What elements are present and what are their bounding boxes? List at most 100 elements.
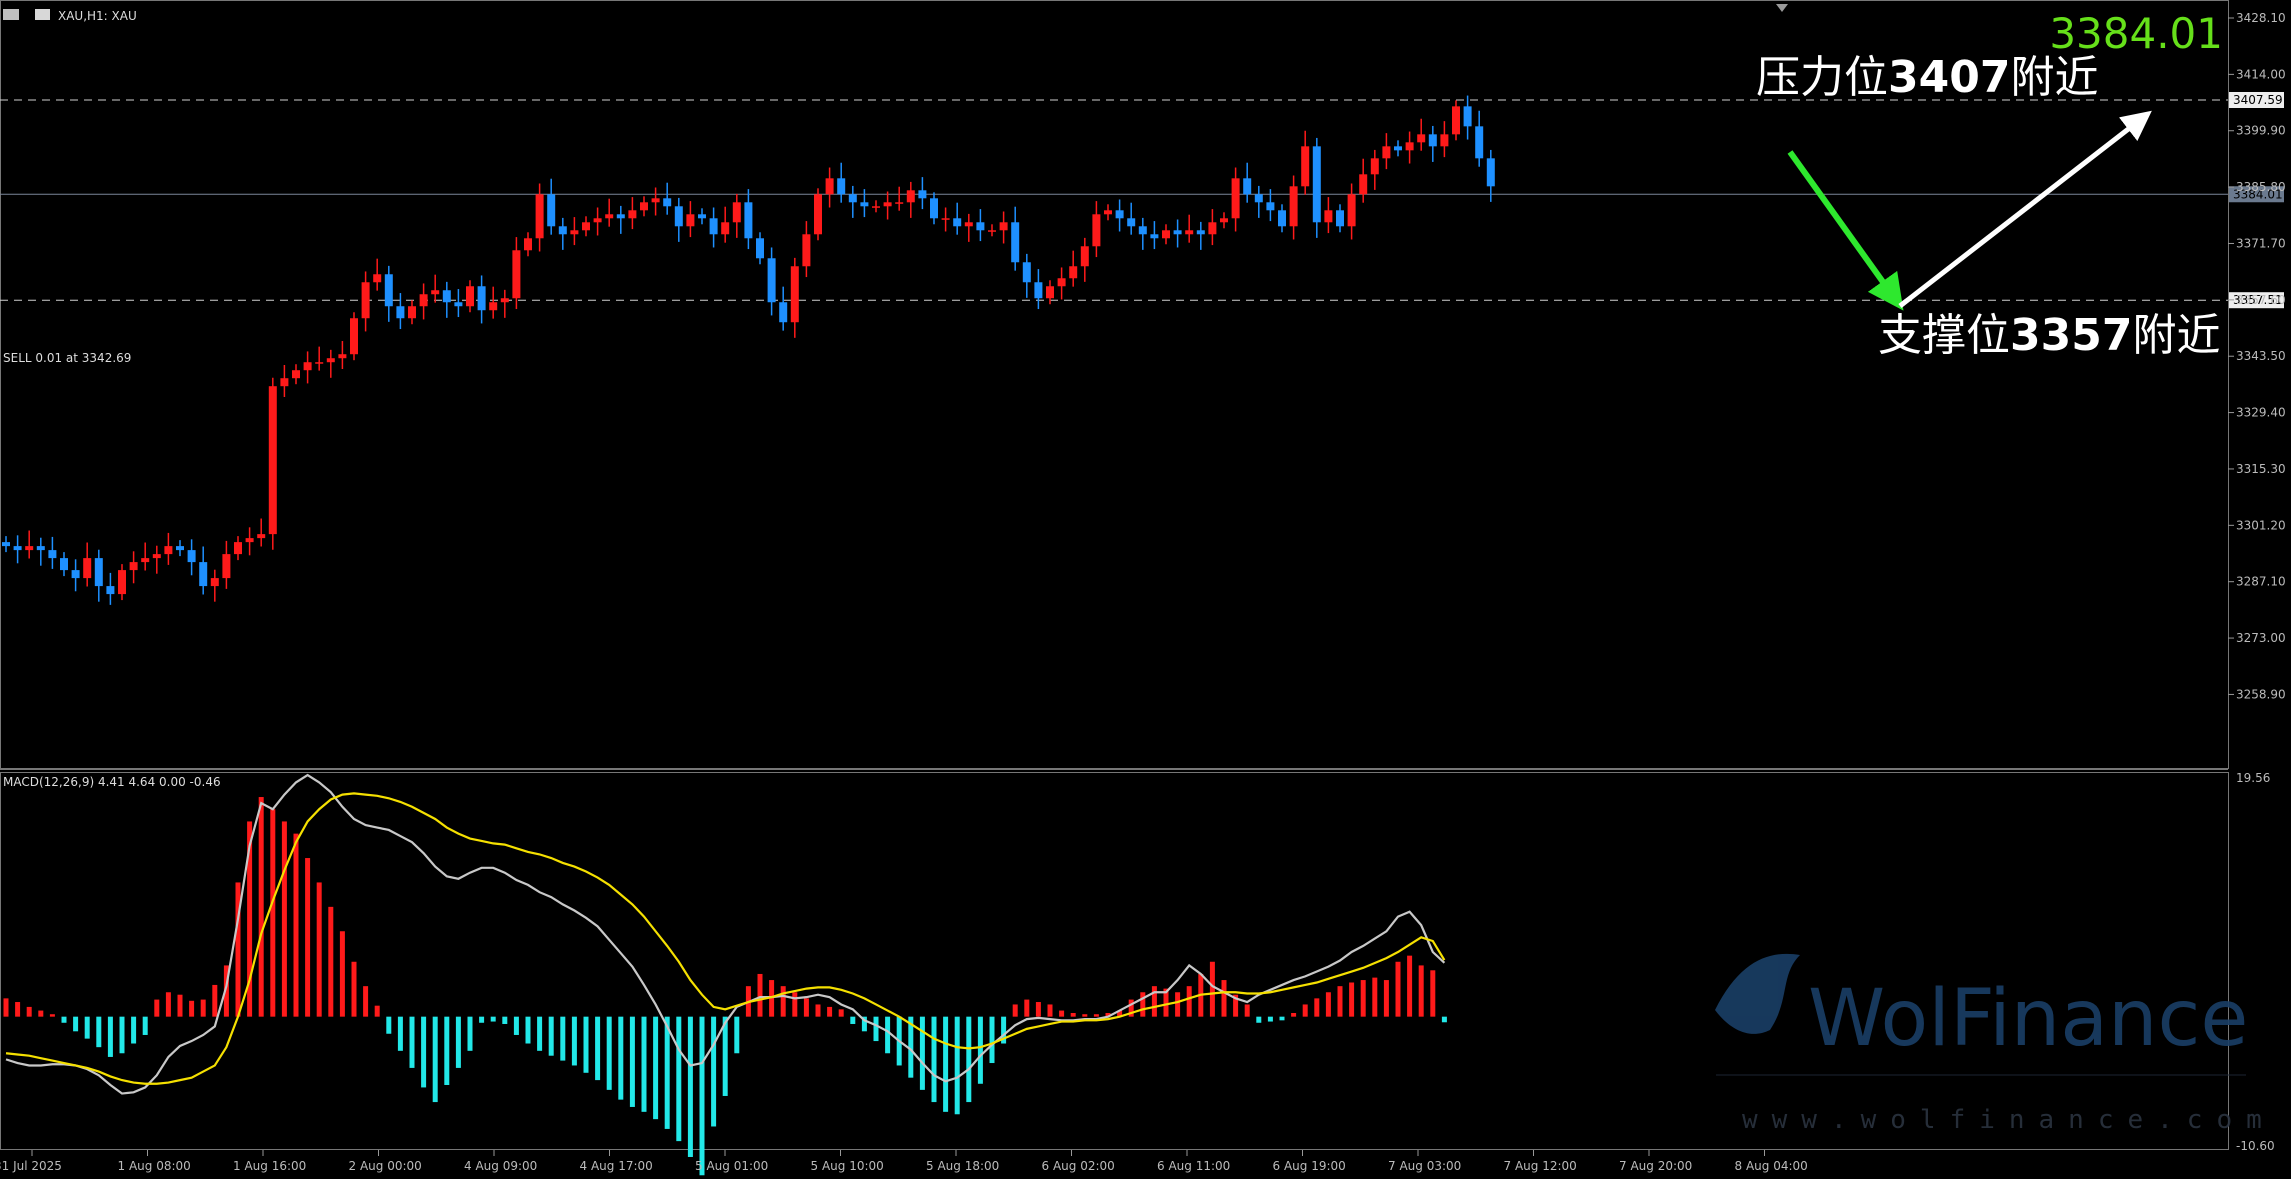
- macd-histogram-bar: [1349, 982, 1355, 1017]
- candle-body: [1428, 134, 1437, 147]
- wolf-logo-icon: [1715, 953, 1800, 1034]
- macd-histogram-bar: [629, 1016, 635, 1107]
- candle-body: [36, 546, 45, 551]
- candle-body: [1173, 230, 1182, 235]
- macd-histogram-bar: [618, 1016, 624, 1100]
- macd-histogram-bar: [316, 882, 322, 1017]
- macd-histogram-bar: [189, 1000, 195, 1017]
- candle-body: [640, 202, 648, 211]
- macd-histogram-bar: [154, 999, 160, 1017]
- candle-body: [1162, 230, 1170, 239]
- macd-histogram-bar: [444, 1016, 450, 1085]
- macd-histogram-bar: [861, 1016, 867, 1032]
- candle-body: [384, 274, 393, 307]
- candles: [2, 95, 1495, 605]
- resistance-suffix: 附近: [2010, 52, 2098, 103]
- candle-body: [767, 258, 776, 303]
- macd-histogram-bar: [1395, 961, 1401, 1017]
- candle-body: [1138, 226, 1147, 235]
- candle-body: [802, 234, 811, 267]
- candle-body: [628, 210, 637, 219]
- candle-body: [1208, 222, 1217, 235]
- macd-histogram-bar: [977, 1016, 983, 1084]
- candle-body: [326, 358, 335, 363]
- macd-histogram-bar: [1383, 980, 1389, 1017]
- macd-histogram-bar: [769, 980, 775, 1017]
- macd-histogram-bar: [235, 882, 241, 1017]
- macd-histogram-bar: [1209, 961, 1215, 1017]
- macd-histogram-bar: [293, 833, 299, 1017]
- candle-body: [1254, 194, 1263, 203]
- time-tick-label: 2 Aug 00:00: [349, 1159, 422, 1173]
- time-tick-label: 1 Aug 16:00: [233, 1159, 306, 1173]
- macd-histogram-bar: [1035, 1002, 1041, 1017]
- candle-body: [25, 546, 34, 551]
- candle-body: [373, 274, 382, 283]
- macd-histogram-bar: [26, 1006, 32, 1017]
- candle-body: [268, 386, 277, 535]
- candle-body: [118, 570, 126, 595]
- window-title: XAU,H1: XAU: [58, 9, 137, 23]
- price-tick-label: 3385.80: [2236, 180, 2286, 194]
- candle-body: [245, 538, 254, 543]
- candle-body: [48, 550, 57, 559]
- candle-body: [744, 202, 753, 239]
- time-tick-label: 4 Aug 09:00: [464, 1159, 537, 1173]
- macd-histogram-bar: [838, 1009, 844, 1017]
- price-tag: [2229, 292, 2284, 309]
- macd-histogram-bar: [885, 1016, 891, 1054]
- candle-body: [1486, 158, 1495, 187]
- candle-body: [848, 194, 857, 203]
- macd-histogram-bar: [49, 1014, 55, 1017]
- macd-histogram-bar: [873, 1016, 879, 1042]
- macd-histogram-bar: [513, 1016, 519, 1035]
- time-tick-label: 6 Aug 19:00: [1273, 1159, 1346, 1173]
- macd-histogram-bar: [653, 1016, 659, 1120]
- candle-body: [1243, 178, 1252, 195]
- macd-histogram-bar: [1163, 988, 1169, 1017]
- candle-body: [1022, 262, 1031, 283]
- candle-body: [1347, 194, 1356, 227]
- macd-histogram-bar: [479, 1016, 485, 1023]
- macd-histogram-bar: [525, 1016, 531, 1044]
- candle-body: [431, 290, 440, 295]
- macd-histogram-bar: [1441, 1016, 1447, 1023]
- candle-body: [1115, 210, 1124, 219]
- candle-body: [1359, 174, 1368, 195]
- candle-body: [164, 546, 173, 555]
- macd-histogram-bar: [339, 931, 345, 1017]
- macd-histogram-bar: [15, 1002, 21, 1017]
- candle-body: [906, 190, 915, 203]
- macd-histogram-bar: [223, 965, 229, 1017]
- candle-body: [558, 226, 567, 235]
- macd-main-line: [5, 773, 1446, 1095]
- macd-histogram-bar: [815, 1004, 821, 1017]
- macd-histogram-bar: [1093, 1014, 1099, 1017]
- candle-body: [895, 202, 904, 204]
- candle-body: [1220, 218, 1228, 223]
- macd-histogram-bar: [548, 1016, 554, 1056]
- time-tick-label: 4 Aug 17:00: [580, 1159, 653, 1173]
- macd-signal-line: [5, 792, 1446, 1085]
- menu-icon[interactable]: [3, 9, 19, 20]
- macd-tick-label: 19.56: [2236, 771, 2270, 785]
- macd-histogram-bar: [1070, 1013, 1076, 1017]
- candle-body: [1092, 214, 1101, 247]
- time-tick-label: 8 Aug 04:00: [1735, 1159, 1808, 1173]
- candle-body: [280, 378, 289, 387]
- macd-histogram-bar: [200, 999, 206, 1017]
- macd-histogram-bar: [1314, 998, 1320, 1017]
- macd-histogram-bar: [247, 821, 253, 1017]
- candle-body: [292, 370, 300, 379]
- macd-histogram-bar: [386, 1016, 392, 1034]
- scroll-marker-icon[interactable]: [1776, 4, 1788, 12]
- candle-body: [1080, 246, 1089, 267]
- candle-body: [1382, 146, 1391, 159]
- macd-histogram-bar: [537, 1016, 543, 1051]
- chart-flag-icon[interactable]: [35, 9, 50, 20]
- candle-body: [489, 302, 498, 311]
- macd-histogram-bar: [792, 992, 798, 1017]
- macd-tick-label: -10.60: [2236, 1139, 2275, 1153]
- candle-body: [605, 214, 614, 219]
